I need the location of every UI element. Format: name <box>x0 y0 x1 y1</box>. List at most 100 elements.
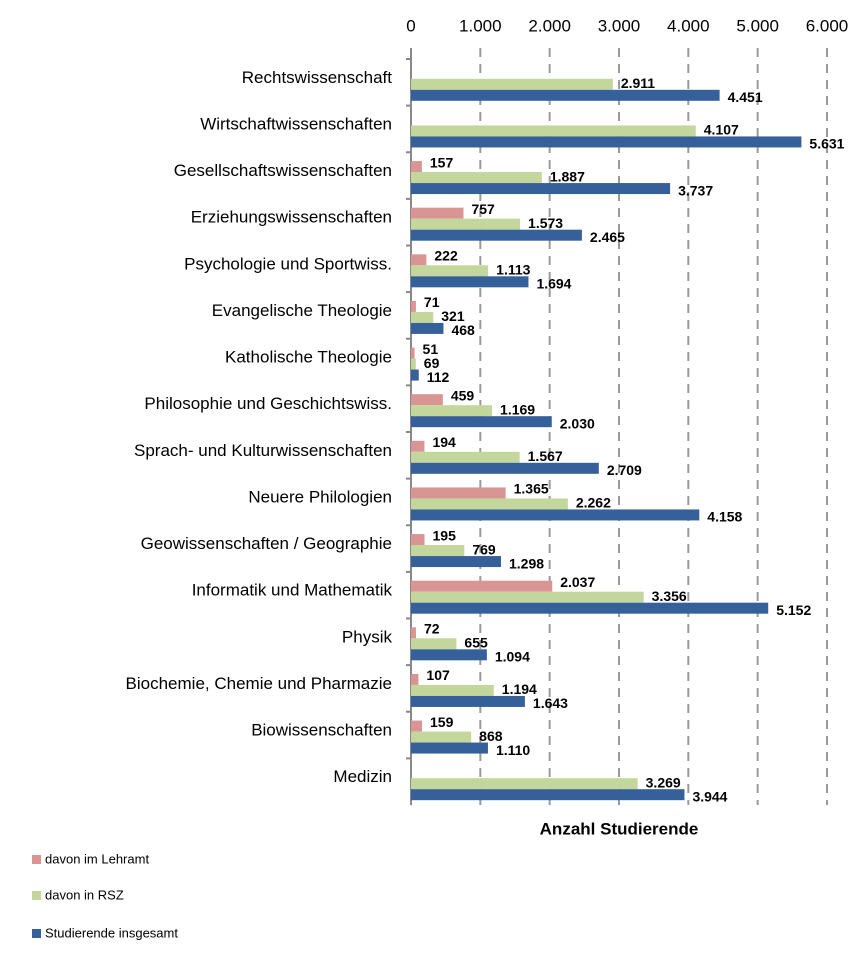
value-label: 2.465 <box>590 229 625 245</box>
category-label: Erziehungswissenschaften <box>191 208 392 227</box>
bar <box>411 742 488 754</box>
legend-label: davon im Lehramt <box>45 851 149 866</box>
bar <box>411 125 696 137</box>
value-label: 769 <box>472 541 496 557</box>
x-axis-label: Anzahl Studierende <box>540 819 699 838</box>
bar <box>411 207 464 219</box>
x-tick-label: 2.000 <box>528 16 571 35</box>
value-label: 5.631 <box>809 136 844 152</box>
value-label: 157 <box>430 154 454 170</box>
value-label: 655 <box>464 635 488 651</box>
value-label: 4.107 <box>704 122 739 138</box>
value-label: 321 <box>441 308 465 324</box>
bar <box>411 649 487 661</box>
value-label: 3.944 <box>692 788 727 804</box>
bar <box>411 254 427 266</box>
bar <box>411 638 457 650</box>
bar <box>411 78 613 90</box>
category-label: Wirtschaftwissenschaften <box>200 114 392 133</box>
bar <box>411 369 419 381</box>
bar <box>411 731 472 743</box>
bar <box>411 136 802 148</box>
bar <box>411 487 506 499</box>
value-label: 2.709 <box>607 462 642 478</box>
bar <box>411 89 720 101</box>
value-label: 1.567 <box>528 448 563 464</box>
category-label: Biochemie, Chemie und Pharmazie <box>126 674 392 693</box>
category-label: Gesellschaftswissenschaften <box>174 161 392 180</box>
category-label: Neuere Philologien <box>248 487 392 506</box>
value-label: 868 <box>479 728 503 744</box>
category-label: Geowissenschaften / Geographie <box>141 534 392 553</box>
value-label: 2.037 <box>560 574 595 590</box>
bar <box>411 276 529 288</box>
bar <box>411 509 700 521</box>
value-label: 71 <box>424 294 440 310</box>
value-label: 3.737 <box>678 182 713 198</box>
bar <box>411 720 423 732</box>
category-label: Biowissenschaften <box>251 721 392 740</box>
value-label: 468 <box>451 322 475 338</box>
bar <box>411 265 489 277</box>
bar <box>411 440 425 452</box>
value-label: 1.694 <box>536 276 571 292</box>
bar <box>411 789 685 801</box>
bar <box>411 218 521 230</box>
category-label: Psychologie und Sportwiss. <box>184 254 392 273</box>
bar <box>411 405 493 417</box>
x-tick-label: 0 <box>406 16 415 35</box>
bar <box>411 322 444 334</box>
category-label: Philosophie und Geschichtswiss. <box>144 394 392 413</box>
bar <box>411 229 582 241</box>
bar <box>411 673 419 685</box>
value-label: 1.110 <box>496 742 530 758</box>
legend-swatch <box>32 855 41 864</box>
category-label: Rechtswissenschaft <box>242 68 393 87</box>
x-tick-label: 6.000 <box>806 16 849 35</box>
value-label: 222 <box>434 248 458 264</box>
value-label: 1.113 <box>496 262 530 278</box>
value-label: 4.158 <box>707 509 742 525</box>
value-label: 1.365 <box>514 481 549 497</box>
value-label: 72 <box>424 621 440 637</box>
value-label: 107 <box>426 667 450 683</box>
bar <box>411 580 553 592</box>
category-label: Physik <box>342 627 393 646</box>
value-label: 69 <box>424 355 440 371</box>
bar <box>411 358 416 370</box>
bar <box>411 591 644 603</box>
bar <box>411 300 416 312</box>
category-label: Sprach- und Kulturwissenschaften <box>134 441 392 460</box>
value-label: 1.094 <box>495 649 530 665</box>
bar <box>411 545 465 557</box>
bar <box>411 161 422 173</box>
bar <box>411 416 552 428</box>
bar <box>411 311 434 323</box>
value-label: 159 <box>430 714 454 730</box>
x-tick-label: 1.000 <box>459 16 502 35</box>
value-label: 1.194 <box>502 681 537 697</box>
legend-swatch <box>32 929 41 938</box>
value-label: 1.573 <box>528 215 563 231</box>
bar <box>411 347 415 359</box>
value-label: 112 <box>427 369 450 385</box>
value-label: 3.356 <box>652 588 687 604</box>
bar <box>411 684 494 696</box>
bar <box>411 695 525 707</box>
bar <box>411 498 568 510</box>
bar <box>411 534 425 546</box>
bar <box>411 451 520 463</box>
value-label: 757 <box>471 201 495 217</box>
value-label: 1.298 <box>509 555 544 571</box>
legend-label: Studierende insgesamt <box>45 925 178 940</box>
value-label: 195 <box>433 527 457 543</box>
value-label: 194 <box>432 434 456 450</box>
x-tick-label: 3.000 <box>598 16 641 35</box>
x-tick-label: 4.000 <box>667 16 710 35</box>
value-label: 1.169 <box>500 401 535 417</box>
value-label: 1.643 <box>533 695 568 711</box>
bar <box>411 183 671 195</box>
bar <box>411 627 416 639</box>
legend-swatch <box>32 891 41 900</box>
